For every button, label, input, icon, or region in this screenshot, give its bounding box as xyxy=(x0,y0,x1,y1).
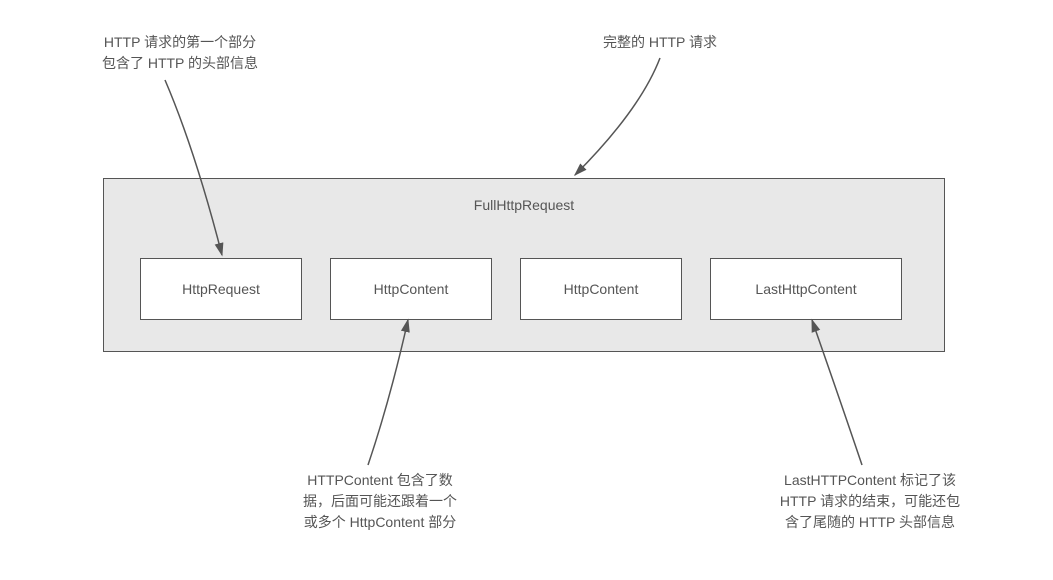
annotation-http-content: HTTPContent 包含了数 据，后面可能还跟着一个 或多个 HttpCon… xyxy=(260,470,500,533)
box-label: HttpContent xyxy=(564,281,639,297)
box-label: LastHttpContent xyxy=(755,281,856,297)
box-label: HttpContent xyxy=(374,281,449,297)
annotation-last-http-content: LastHTTPContent 标记了该 HTTP 请求的结束，可能还包 含了尾… xyxy=(740,470,1000,533)
box-http-content-1: HttpContent xyxy=(330,258,492,320)
box-last-http-content: LastHttpContent xyxy=(710,258,902,320)
annotation-full-http-request: 完整的 HTTP 请求 xyxy=(570,32,750,53)
box-http-request: HttpRequest xyxy=(140,258,302,320)
box-label: HttpRequest xyxy=(182,281,260,297)
container-title: FullHttpRequest xyxy=(104,197,944,213)
annotation-http-request: HTTP 请求的第一个部分 包含了 HTTP 的头部信息 xyxy=(80,32,280,74)
box-http-content-2: HttpContent xyxy=(520,258,682,320)
